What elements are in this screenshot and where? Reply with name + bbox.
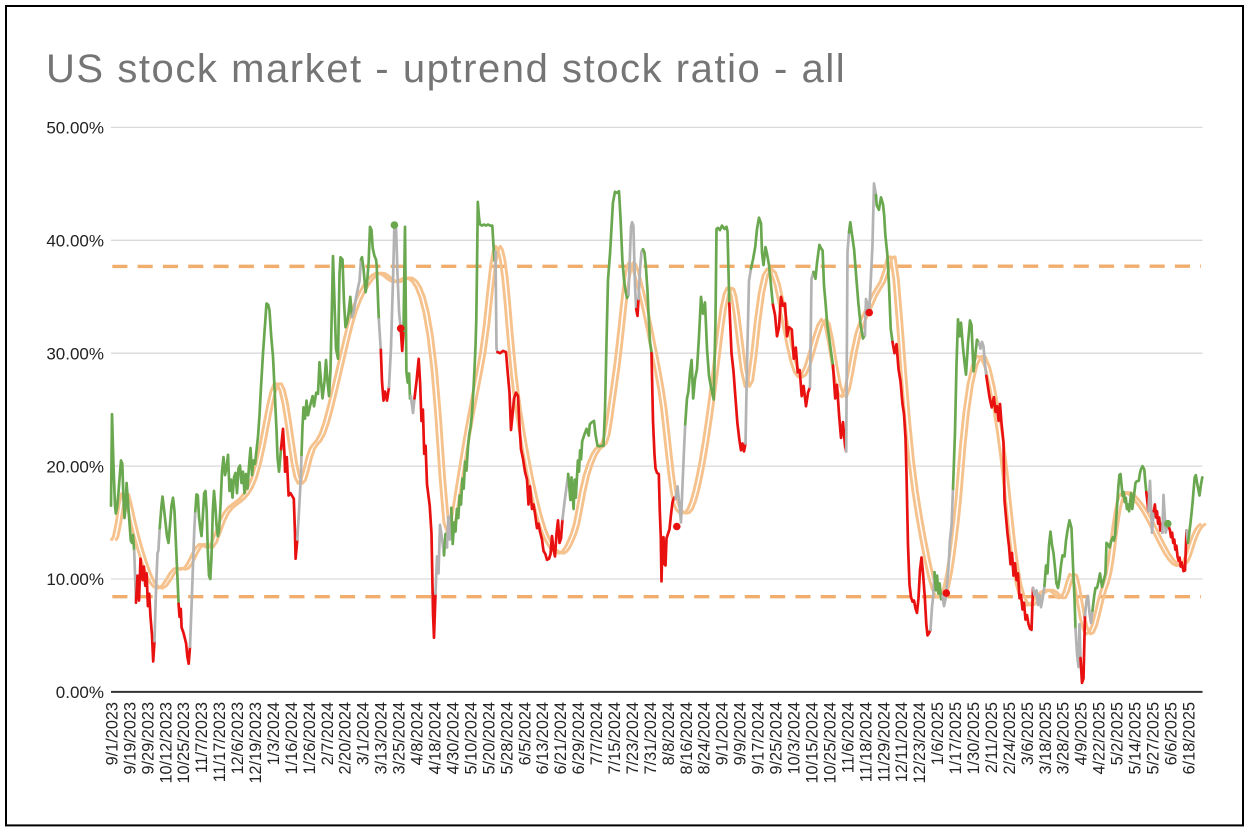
svg-text:4/9/2025: 4/9/2025 <box>1073 702 1091 765</box>
svg-text:10.00%: 10.00% <box>46 570 104 589</box>
svg-text:6/13/2024: 6/13/2024 <box>534 702 552 774</box>
svg-text:2/11/2025: 2/11/2025 <box>983 702 1001 773</box>
svg-text:5/20/2024: 5/20/2024 <box>480 702 498 774</box>
svg-text:3/6/2025: 3/6/2025 <box>1019 702 1037 765</box>
svg-text:3/18/2025: 3/18/2025 <box>1037 702 1055 774</box>
svg-text:4/18/2024: 4/18/2024 <box>427 702 445 774</box>
svg-text:20.00%: 20.00% <box>46 457 104 476</box>
svg-text:10/25/2023: 10/25/2023 <box>175 702 193 784</box>
svg-text:5/10/2024: 5/10/2024 <box>462 702 480 774</box>
svg-text:12/11/2024: 12/11/2024 <box>893 702 911 782</box>
svg-text:11/7/2023: 11/7/2023 <box>193 702 211 773</box>
svg-text:1/16/2024: 1/16/2024 <box>283 702 301 774</box>
svg-text:9/1/2023: 9/1/2023 <box>103 702 121 765</box>
svg-text:4/22/2025: 4/22/2025 <box>1091 702 1109 774</box>
svg-text:2/7/2024: 2/7/2024 <box>319 702 337 765</box>
svg-text:2/24/2025: 2/24/2025 <box>1001 702 1019 774</box>
svg-text:7/31/2024: 7/31/2024 <box>642 702 660 774</box>
svg-text:9/9/2024: 9/9/2024 <box>732 702 750 765</box>
svg-text:11/17/2023: 11/17/2023 <box>211 702 229 782</box>
svg-text:10/3/2024: 10/3/2024 <box>786 702 804 774</box>
svg-text:10/25/2024: 10/25/2024 <box>821 702 839 784</box>
svg-text:5/27/2025: 5/27/2025 <box>1145 702 1163 774</box>
svg-text:11/18/2024: 11/18/2024 <box>857 702 875 782</box>
svg-text:7/15/2024: 7/15/2024 <box>606 702 624 774</box>
svg-text:4/8/2024: 4/8/2024 <box>409 702 427 765</box>
svg-text:0.00%: 0.00% <box>56 683 104 702</box>
svg-text:50.00%: 50.00% <box>46 119 104 138</box>
svg-text:12/19/2023: 12/19/2023 <box>247 702 265 784</box>
svg-text:9/17/2024: 9/17/2024 <box>750 702 768 774</box>
svg-text:8/8/2024: 8/8/2024 <box>660 702 678 765</box>
svg-text:1/3/2024: 1/3/2024 <box>265 702 283 765</box>
svg-text:3/1/2024: 3/1/2024 <box>355 702 373 765</box>
svg-text:3/25/2024: 3/25/2024 <box>391 702 409 774</box>
svg-text:6/6/2025: 6/6/2025 <box>1163 702 1181 765</box>
svg-text:6/29/2024: 6/29/2024 <box>570 702 588 774</box>
svg-text:3/13/2024: 3/13/2024 <box>373 702 391 774</box>
svg-text:4/30/2024: 4/30/2024 <box>445 702 463 774</box>
svg-text:9/25/2024: 9/25/2024 <box>768 702 786 774</box>
svg-text:6/5/2024: 6/5/2024 <box>516 702 534 765</box>
svg-text:1/30/2025: 1/30/2025 <box>965 702 983 774</box>
svg-text:US stock market - uptrend stoc: US stock market - uptrend stock ratio - … <box>46 47 846 91</box>
svg-text:1/17/2025: 1/17/2025 <box>947 702 965 774</box>
svg-text:2/20/2024: 2/20/2024 <box>337 702 355 774</box>
svg-text:5/14/2025: 5/14/2025 <box>1127 702 1145 774</box>
svg-text:12/23/2024: 12/23/2024 <box>911 702 929 784</box>
svg-text:7/7/2024: 7/7/2024 <box>588 702 606 765</box>
svg-text:30.00%: 30.00% <box>46 344 104 363</box>
svg-text:6/21/2024: 6/21/2024 <box>552 702 570 774</box>
svg-text:1/6/2025: 1/6/2025 <box>929 702 947 765</box>
svg-text:5/2/2025: 5/2/2025 <box>1109 702 1127 765</box>
svg-text:11/29/2024: 11/29/2024 <box>875 702 893 782</box>
svg-text:10/15/2024: 10/15/2024 <box>803 702 821 784</box>
svg-text:10/12/2023: 10/12/2023 <box>157 702 175 784</box>
svg-text:7/23/2024: 7/23/2024 <box>624 702 642 774</box>
svg-text:40.00%: 40.00% <box>46 232 104 251</box>
svg-text:9/1/2024: 9/1/2024 <box>714 702 732 765</box>
svg-text:11/6/2024: 11/6/2024 <box>839 702 857 773</box>
svg-text:8/24/2024: 8/24/2024 <box>696 702 714 774</box>
svg-text:3/28/2025: 3/28/2025 <box>1055 702 1073 774</box>
svg-text:12/6/2023: 12/6/2023 <box>229 702 247 774</box>
svg-text:1/26/2024: 1/26/2024 <box>301 702 319 774</box>
svg-text:9/19/2023: 9/19/2023 <box>121 702 139 774</box>
svg-text:5/28/2024: 5/28/2024 <box>498 702 516 774</box>
svg-text:6/18/2025: 6/18/2025 <box>1180 702 1198 774</box>
svg-text:9/29/2023: 9/29/2023 <box>139 702 157 774</box>
svg-text:8/16/2024: 8/16/2024 <box>678 702 696 774</box>
